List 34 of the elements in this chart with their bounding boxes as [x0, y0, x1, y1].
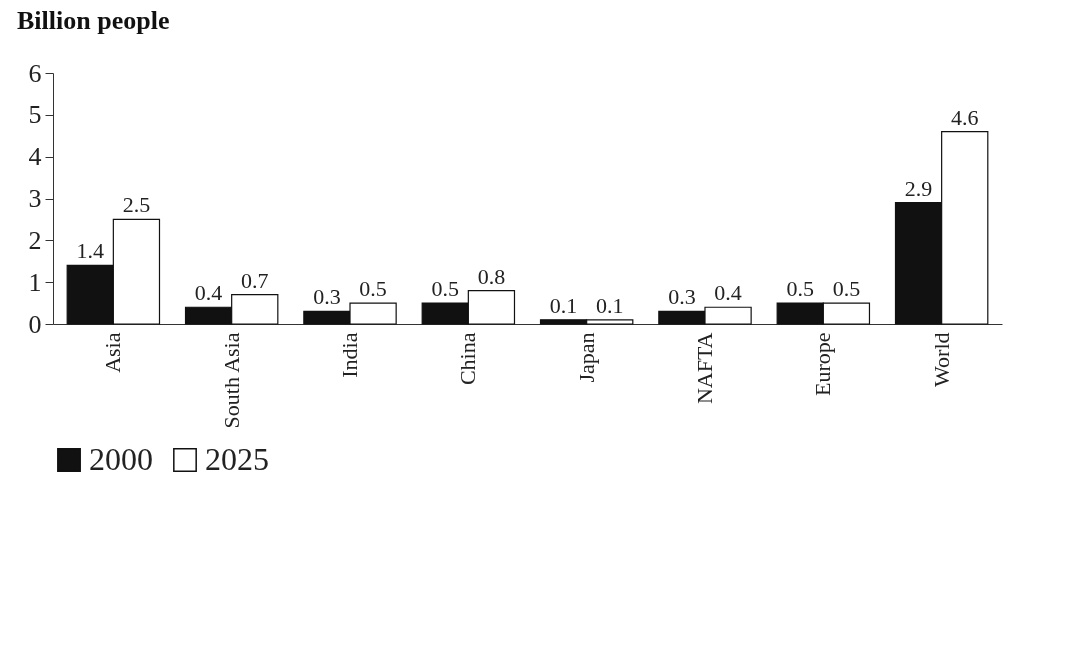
y-tick-label: 6: [28, 58, 42, 88]
data-label: 0.7: [241, 267, 269, 293]
data-label: 2.9: [904, 175, 933, 201]
x-tick-label: World: [928, 332, 954, 387]
x-tick-label: China: [455, 332, 481, 386]
data-label: 0.5: [786, 276, 814, 302]
x-tick-label: NAFTA: [691, 332, 717, 405]
y-tick-label: 0: [28, 309, 42, 339]
x-tick-label: India: [337, 332, 363, 378]
data-label: 0.1: [595, 292, 624, 318]
y-tick-label: 4: [28, 142, 42, 172]
data-label: 0.4: [714, 280, 742, 306]
x-tick-label: Asia: [100, 332, 126, 373]
legend-label: 2025: [205, 441, 269, 477]
legend-label: 2000: [89, 441, 153, 477]
data-label: 0.1: [549, 292, 578, 318]
x-tick-label: Japan: [573, 332, 599, 383]
data-label: 2.5: [122, 192, 151, 218]
data-label: 0.8: [477, 263, 506, 289]
y-tick-label: 5: [28, 100, 42, 130]
x-tick-label: South Asia: [218, 332, 244, 429]
data-label: 4.6: [950, 104, 979, 130]
data-label: 0.3: [668, 284, 696, 310]
x-tick-label: Europe: [810, 332, 836, 397]
y-tick-label: 3: [28, 184, 42, 213]
data-label: 0.5: [431, 276, 460, 302]
y-tick-label: 2: [28, 225, 42, 255]
y-tick-label: 1: [28, 267, 42, 297]
data-label: 0.5: [359, 276, 387, 302]
data-label: 0.5: [832, 276, 861, 302]
data-label: 0.4: [194, 280, 223, 306]
data-label: 0.3: [313, 284, 341, 310]
chart-title: Billion people: [17, 6, 170, 35]
data-label: 1.4: [76, 238, 105, 264]
